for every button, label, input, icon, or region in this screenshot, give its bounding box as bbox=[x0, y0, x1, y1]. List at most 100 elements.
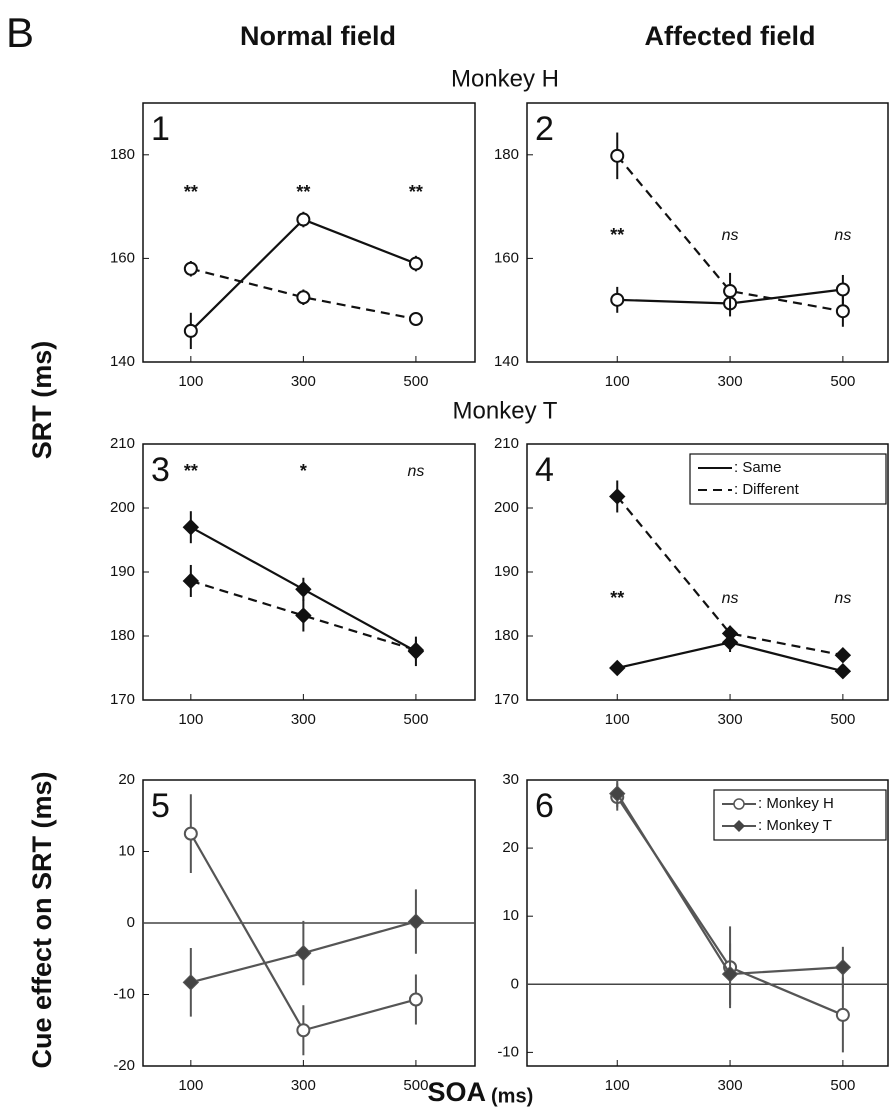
data-point bbox=[835, 1007, 850, 1022]
significance: ** bbox=[296, 182, 310, 202]
legend-marker bbox=[733, 798, 745, 810]
significance: ns bbox=[722, 590, 739, 607]
x-axis-unit: (ms) bbox=[491, 1085, 533, 1107]
significance: ns bbox=[834, 590, 851, 607]
x-tick-label: 500 bbox=[403, 373, 428, 390]
y-tick-label: 140 bbox=[494, 353, 519, 370]
x-tick-label: 300 bbox=[718, 1077, 743, 1094]
x-tick-label: 100 bbox=[178, 711, 203, 728]
y-tick-label: 160 bbox=[494, 249, 519, 266]
y-tick-label: 160 bbox=[110, 249, 135, 266]
significance: ** bbox=[184, 461, 198, 481]
panel-label: 2 bbox=[535, 110, 554, 148]
series-line bbox=[190, 579, 417, 652]
data-point bbox=[182, 572, 200, 590]
x-tick-label: 300 bbox=[718, 373, 743, 390]
data-point bbox=[183, 323, 198, 338]
y-tick-label: 0 bbox=[127, 914, 135, 931]
plot-frame bbox=[142, 102, 476, 363]
series-line bbox=[190, 267, 417, 321]
significance: ** bbox=[409, 182, 423, 202]
data-point bbox=[183, 261, 198, 276]
data-point bbox=[609, 488, 626, 505]
data-point bbox=[296, 212, 311, 227]
significance: ** bbox=[610, 225, 624, 245]
data-point bbox=[834, 662, 852, 680]
panel-label: 5 bbox=[151, 787, 170, 825]
legend-label: : Different bbox=[734, 481, 800, 498]
legend-label: : Monkey H bbox=[758, 795, 834, 812]
y-axis-label: SRT (ms) bbox=[27, 341, 57, 460]
legend-box bbox=[689, 453, 887, 505]
y-tick-label: 10 bbox=[502, 907, 519, 924]
plot-frame bbox=[526, 102, 889, 363]
column-title: Affected field bbox=[644, 21, 815, 51]
series-line bbox=[190, 218, 417, 332]
y-tick-label: 170 bbox=[494, 691, 519, 708]
data-point bbox=[835, 282, 850, 297]
y-tick-label: 170 bbox=[110, 691, 135, 708]
row-title: Monkey T bbox=[453, 397, 558, 424]
data-point bbox=[182, 974, 200, 991]
data-point bbox=[835, 304, 850, 319]
figure-label: B bbox=[6, 9, 34, 56]
y-tick-label: 140 bbox=[110, 353, 135, 370]
x-tick-label: 500 bbox=[403, 711, 428, 728]
data-point bbox=[721, 625, 739, 642]
x-tick-label: 100 bbox=[605, 373, 630, 390]
data-point bbox=[834, 646, 852, 664]
data-point bbox=[609, 785, 626, 802]
y-tick-label: 210 bbox=[494, 435, 519, 452]
plot-frame bbox=[142, 443, 476, 701]
data-point bbox=[295, 581, 312, 598]
data-point bbox=[296, 290, 311, 305]
significance: ** bbox=[610, 588, 624, 608]
y-tick-label: 20 bbox=[118, 771, 135, 788]
x-tick-label: 100 bbox=[178, 1077, 203, 1094]
data-point bbox=[723, 284, 738, 299]
x-tick-label: 500 bbox=[830, 373, 855, 390]
y-tick-label: 180 bbox=[494, 627, 519, 644]
panel-label: 4 bbox=[535, 451, 554, 489]
data-point bbox=[295, 944, 312, 962]
data-point bbox=[609, 659, 626, 677]
x-axis-label: SOA bbox=[427, 1077, 486, 1107]
data-point bbox=[408, 992, 423, 1007]
x-tick-label: 100 bbox=[605, 711, 630, 728]
significance: ns bbox=[407, 463, 424, 480]
x-tick-label: 500 bbox=[830, 711, 855, 728]
data-point bbox=[610, 292, 625, 307]
y-tick-label: 0 bbox=[511, 975, 519, 992]
y-tick-label: 200 bbox=[494, 499, 519, 516]
legend-label: : Same bbox=[734, 459, 782, 476]
data-point bbox=[408, 312, 423, 327]
y-tick-label: -20 bbox=[113, 1057, 135, 1074]
significance: ns bbox=[834, 227, 851, 244]
data-point bbox=[295, 607, 312, 624]
column-title: Normal field bbox=[240, 21, 396, 51]
data-point bbox=[183, 826, 198, 841]
y-tick-label: 30 bbox=[502, 771, 519, 788]
x-tick-label: 100 bbox=[178, 373, 203, 390]
y-tick-label: 210 bbox=[110, 435, 135, 452]
data-point bbox=[610, 148, 625, 163]
data-point bbox=[834, 959, 852, 976]
y-tick-label: 10 bbox=[118, 842, 135, 859]
x-tick-label: 300 bbox=[291, 373, 316, 390]
x-tick-label: 300 bbox=[291, 1077, 316, 1094]
y-tick-label: 180 bbox=[110, 146, 135, 163]
significance: ns bbox=[722, 227, 739, 244]
data-point bbox=[408, 256, 423, 271]
data-point bbox=[296, 1023, 311, 1038]
legend-label: : Monkey T bbox=[758, 817, 832, 834]
x-tick-label: 500 bbox=[830, 1077, 855, 1094]
y-tick-label: -10 bbox=[113, 985, 135, 1002]
x-tick-label: 500 bbox=[403, 1077, 428, 1094]
data-point bbox=[407, 641, 425, 659]
row-title: Monkey H bbox=[451, 65, 559, 92]
x-tick-label: 100 bbox=[605, 1077, 630, 1094]
data-point bbox=[721, 634, 739, 651]
y-tick-label: 180 bbox=[110, 627, 135, 644]
